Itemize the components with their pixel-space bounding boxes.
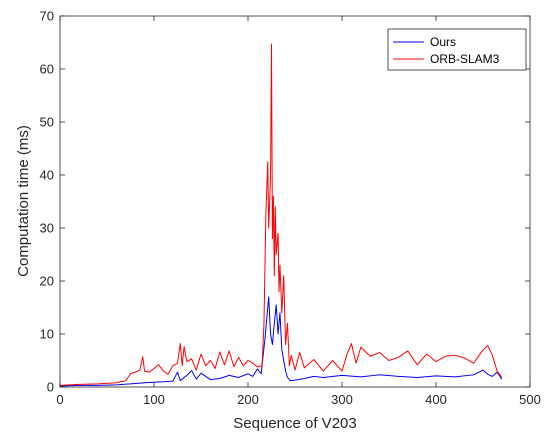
x-tick-label: 200 xyxy=(237,392,259,407)
ticks-layer: 0 100 200 300 400 500 0 10 20 30 40 50 60 70 xyxy=(40,9,541,408)
series-line-orb-slam3 xyxy=(59,43,503,386)
y-tick-label: 0 xyxy=(47,380,54,395)
x-tick-label: 0 xyxy=(56,392,63,407)
x-tick-label: 100 xyxy=(143,392,165,407)
x-axis-label: Sequence of V203 xyxy=(233,415,356,432)
y-tick-label: 50 xyxy=(40,115,54,130)
legend: Ours ORB-SLAM3 xyxy=(387,28,527,71)
x-tick-label: 300 xyxy=(331,392,353,407)
x-tick-label: 500 xyxy=(519,392,541,407)
x-tick-label: 400 xyxy=(425,392,447,407)
y-tick-label: 70 xyxy=(40,9,54,24)
y-tick-label: 40 xyxy=(40,168,54,183)
series-line-ours xyxy=(59,296,503,387)
y-tick-label: 60 xyxy=(40,62,54,77)
y-tick-label: 10 xyxy=(40,327,54,342)
legend-box xyxy=(387,28,527,71)
plot-area xyxy=(60,16,530,387)
y-tick-label: 30 xyxy=(40,221,54,236)
legend-label-orb-slam3: ORB-SLAM3 xyxy=(430,52,500,66)
y-axis-label: Computation time (ms) xyxy=(15,125,32,277)
axes-layer xyxy=(59,15,531,388)
series-layer xyxy=(59,43,503,387)
axes-box xyxy=(59,15,531,388)
legend-label-ours: Ours xyxy=(430,35,456,49)
y-tick-label: 20 xyxy=(40,274,54,289)
